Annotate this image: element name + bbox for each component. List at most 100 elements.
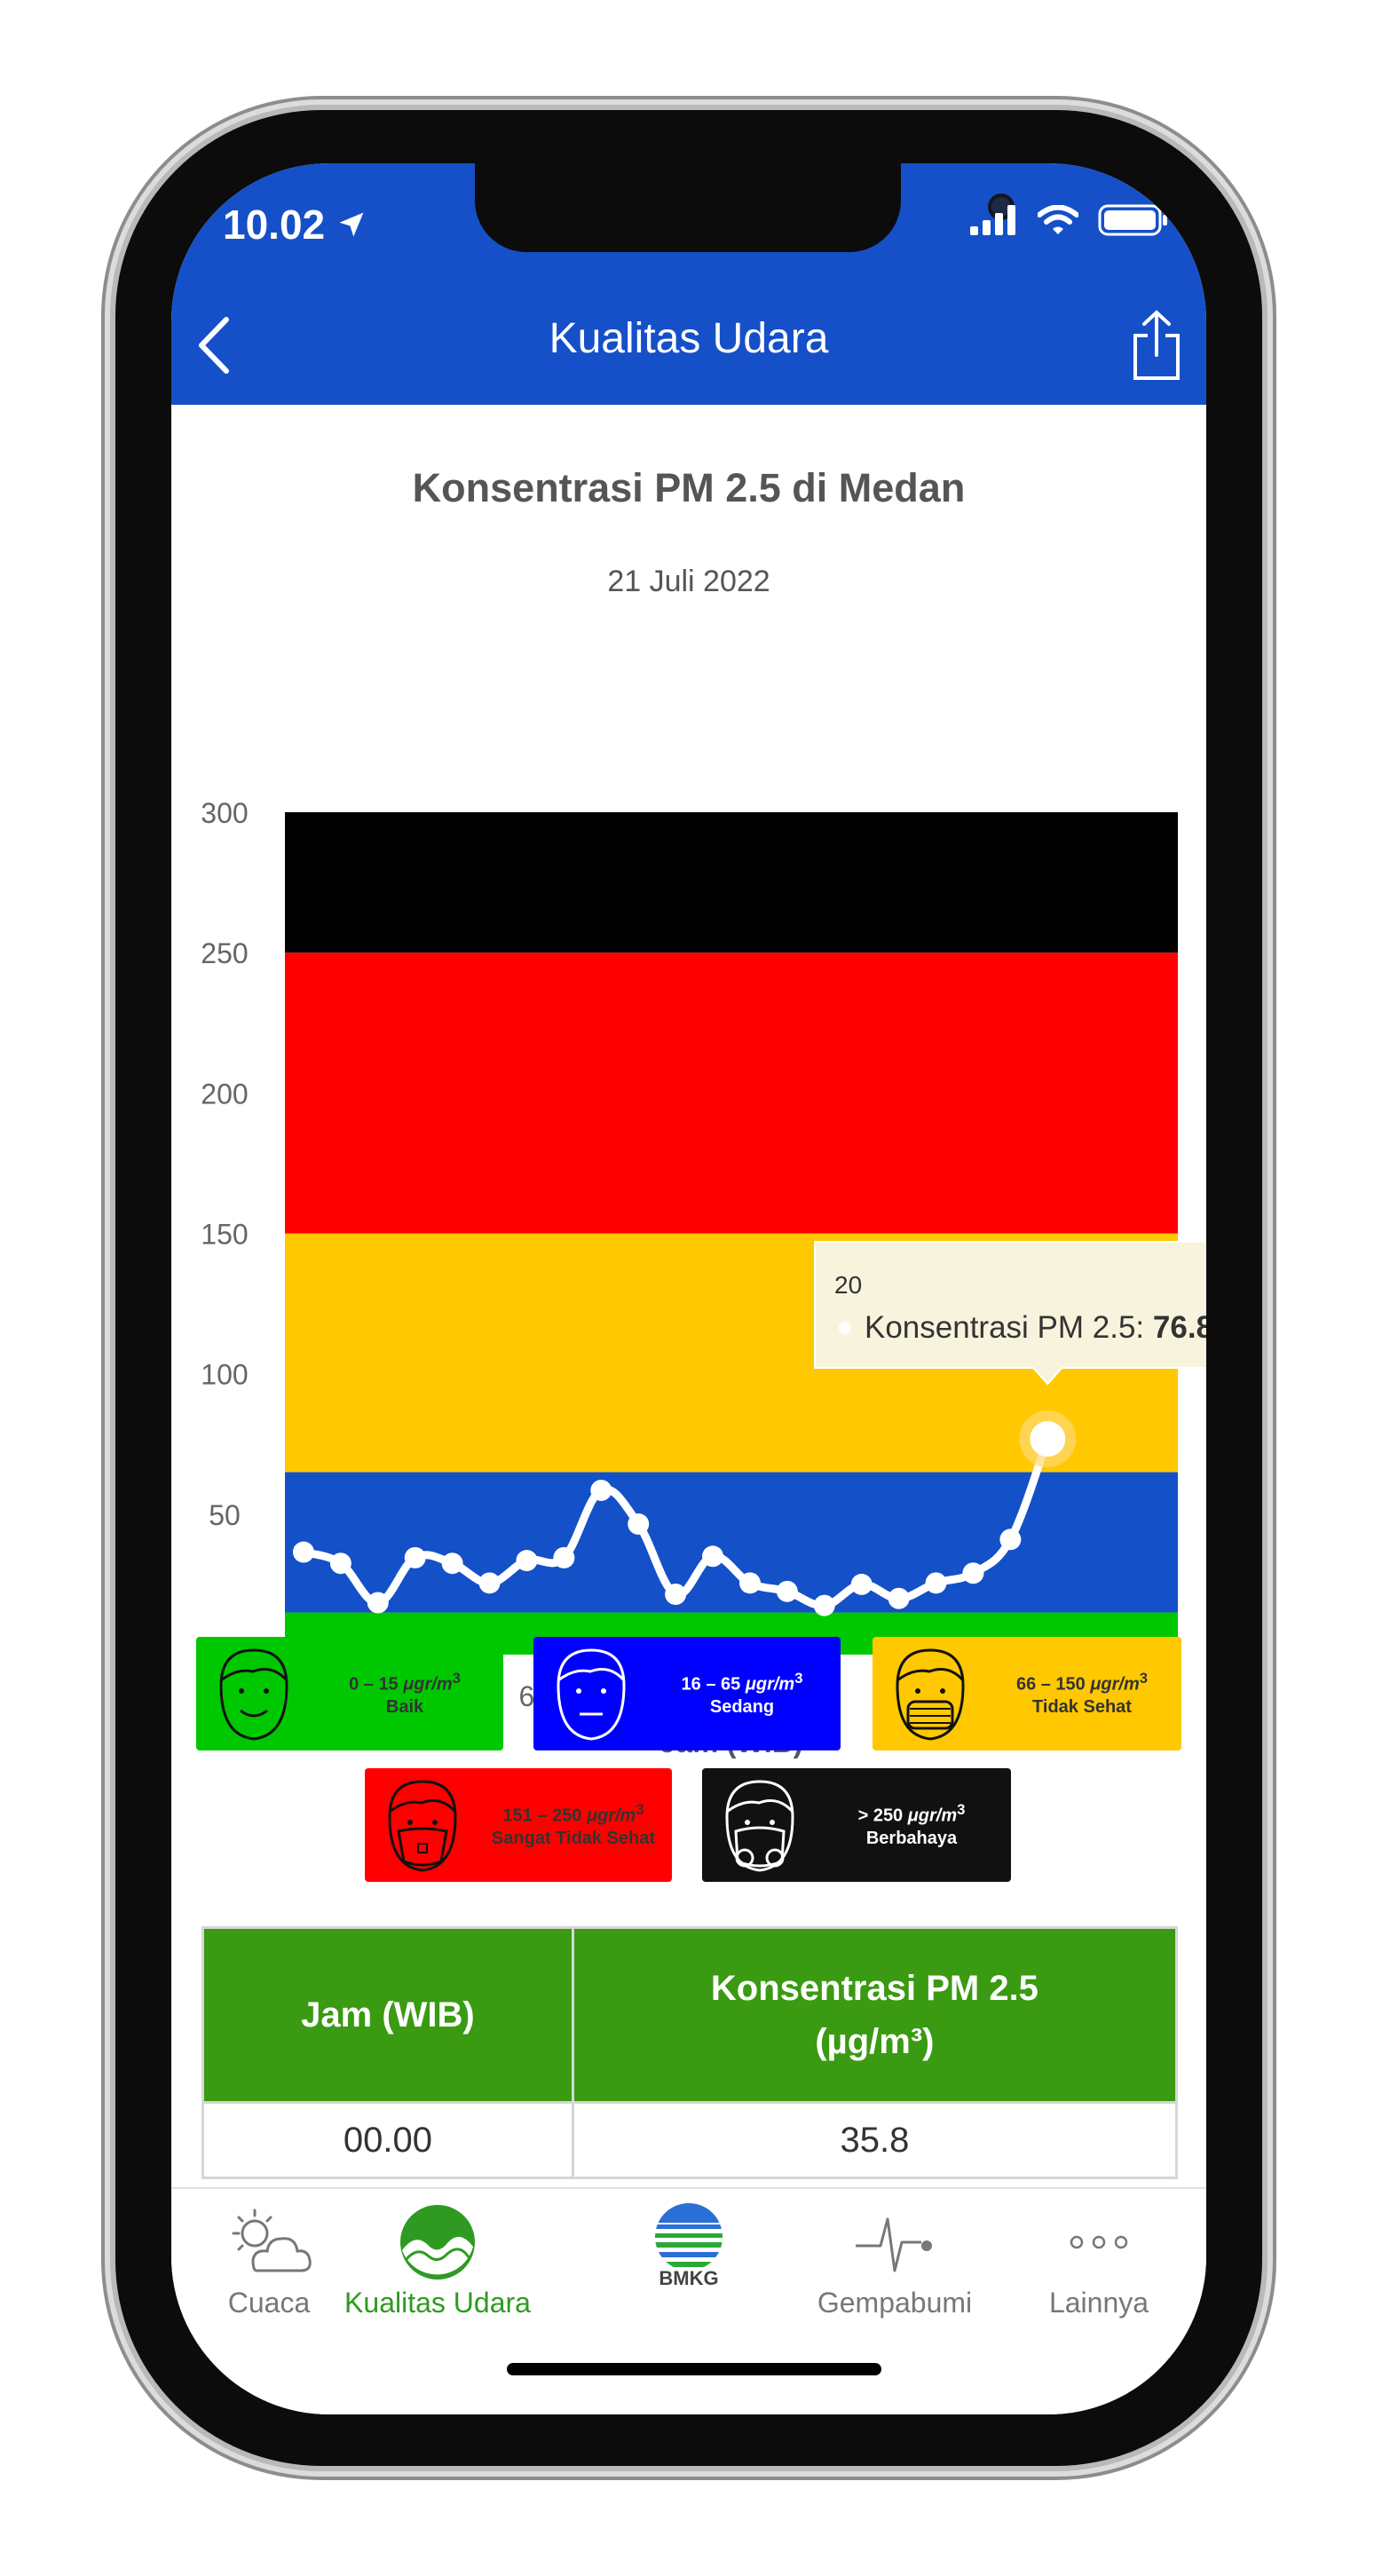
data-point [999,1529,1022,1551]
legend-range: 0 – 15 [349,1674,399,1695]
back-button[interactable] [191,314,235,381]
front-camera [991,197,1011,217]
legend-text: > 250 μgr/m3 Berbahaya [812,1800,1011,1851]
legend-text: 16 – 65 μgr/m3 Sedang [644,1669,841,1719]
cell-value: 35.8 [571,2101,1179,2179]
cell-hour: 00.00 [201,2101,574,2179]
face-icon [896,1648,965,1741]
data-point [962,1562,984,1584]
legend-unit: μgr/m [907,1806,958,1826]
y-tick-label: 300 [201,797,248,829]
data-point [738,1572,761,1594]
data-point [516,1550,538,1572]
battery-icon [1098,204,1167,236]
data-point [590,1479,612,1501]
legend-text: 0 – 15 μgr/m3 Baik [306,1669,503,1719]
data-point [628,1513,650,1535]
tab-gempabumi[interactable]: Gempabumi [793,2198,997,2319]
seismograph-icon [856,2217,932,2272]
legend-unit-power: 3 [794,1669,803,1687]
location-arrow-icon [339,212,364,237]
tooltip-label: Konsentrasi PM 2.5: 76.80 µg/m³ [865,1310,1206,1345]
power-button [1262,817,1271,1092]
face-icon [388,1780,457,1872]
face-icon [219,1648,288,1741]
legend-unit-power: 3 [636,1800,644,1818]
data-point [665,1583,687,1605]
legend-range: 16 – 65 [681,1674,741,1695]
data-table: Jam (WIB) Konsentrasi PM 2.5 (µg/m³) 00.… [201,1926,1179,2179]
data-point [329,1553,351,1575]
app-header: 10.02 Kualitas Udara [171,163,1206,405]
bmkg-logo [655,2203,723,2271]
legend-unit-power: 3 [452,1669,461,1687]
tooltip-x: 20 [834,1271,862,1299]
color-band [285,952,1178,1234]
tooltip-box [814,1241,1206,1386]
data-point-highlighted [1030,1421,1066,1458]
col-header-hour: Jam (WIB) [201,1926,574,2104]
data-point [702,1545,724,1568]
data-point [292,1541,314,1563]
tab-kualitas-udara[interactable]: Kualitas Udara [340,2198,535,2319]
face-icon [725,1780,794,1872]
legend-range: 66 – 150 [1015,1674,1086,1695]
tab-bmkg[interactable]: BMKG [600,2198,778,2290]
tab-label: Gempabumi [817,2287,973,2319]
y-tick-label: 250 [201,937,248,969]
y-tick-label: 50 [209,1499,241,1531]
status-time: 10.02 [223,201,367,249]
chart-date: 21 Juli 2022 [607,565,770,598]
col-header-concentration-unit: (µg/m³) [815,2022,935,2061]
legend-item: 66 – 150 μgr/m3 Tidak Sehat [873,1637,1181,1750]
tab-label: Cuaca [227,2287,311,2319]
legend-label: Tidak Sehat [1032,1697,1132,1718]
legend-text: 66 – 150 μgr/m3 Tidak Sehat [983,1669,1181,1719]
legend-unit-power: 3 [1139,1669,1149,1687]
tab-lainnya[interactable]: Lainnya [1010,2198,1188,2319]
legend-label: Sedang [709,1697,775,1718]
share-button[interactable] [1128,309,1185,386]
legend-unit: μgr/m [403,1674,453,1695]
legend-item: 151 – 250 μgr/m3 Sangat Tidak Sehat [365,1768,672,1882]
mute-switch [107,561,115,646]
data-point [925,1572,947,1594]
status-icons [970,204,1169,236]
legend-item: 0 – 15 μgr/m3 Baik [196,1637,503,1750]
table-row: 00.00 35.8 [201,2101,1179,2179]
legend-label: Baik [385,1697,424,1718]
chevron-left-icon [199,317,229,374]
air-quality-icon [400,2205,475,2280]
volume-up-button [107,728,115,897]
pm25-line-chart[interactable]: 0501001502002503000246810121416182022Jam… [171,616,1206,1770]
color-band [285,812,1178,953]
legend-item: > 250 μgr/m3 Berbahaya [702,1768,1011,1882]
wifi-icon [1038,205,1078,234]
legend-text: 151 – 250 μgr/m3 Sangat Tidak Sehat [475,1800,672,1851]
home-indicator [507,2363,881,2375]
notch [475,163,1011,252]
col-header-concentration: Konsentrasi PM 2.5 (µg/m³) [571,1926,1179,2104]
data-point [553,1546,575,1569]
legend-range: > 250 [857,1806,904,1826]
phone-screen: 10.02 Kualitas Udara [171,163,1206,2414]
legend-label: Berbahaya [865,1829,958,1849]
volume-down-button [107,941,115,1110]
page-title: Kualitas Udara [549,315,829,362]
table-header-row: Jam (WIB) Konsentrasi PM 2.5 (µg/m³) [201,1926,1179,2104]
time-text: 10.02 [223,201,326,248]
legend-unit: μgr/m [586,1806,636,1826]
chart-title: Konsentrasi PM 2.5 di Medan [412,465,966,510]
tab-cuaca[interactable]: Cuaca [180,2198,358,2319]
tooltip-value: 76.80 µg/m³ [1153,1310,1206,1345]
col-header-concentration-label: Konsentrasi PM 2.5 [710,1969,1038,2008]
signal-icon [970,205,1015,235]
tooltip-bullet [839,1322,851,1335]
color-band [285,1472,1178,1613]
legend-range: 151 – 250 [502,1806,582,1826]
data-point [850,1573,873,1595]
data-point [367,1592,389,1614]
y-tick-label: 150 [201,1219,248,1251]
tab-label: BMKG [659,2267,719,2289]
tab-label: Kualitas Udara [344,2287,531,2319]
